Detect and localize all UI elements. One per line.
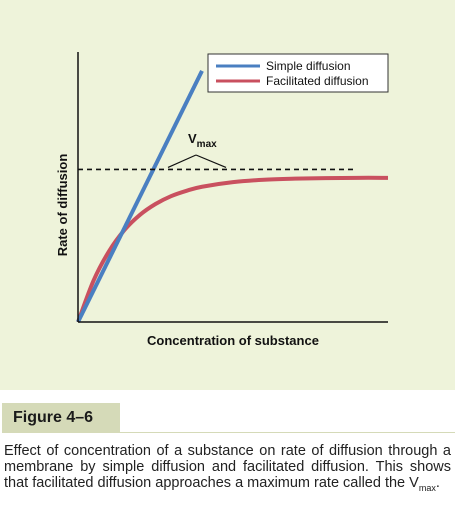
figure-label-bar: Figure 4–6	[0, 403, 455, 433]
x-axis-label: Concentration of substance	[147, 333, 319, 348]
caption-text: Effect of concentration of a substance o…	[4, 443, 451, 491]
caption-end: .	[435, 475, 440, 491]
annotation-layer	[78, 154, 356, 171]
legend: Simple diffusion Facilitated diffusion	[207, 53, 389, 93]
vmax-subscript: max	[197, 139, 217, 150]
figure-caption: Effect of concentration of a substance o…	[4, 443, 451, 496]
legend-label-facilitated-diffusion: Facilitated diffusion	[266, 74, 369, 88]
legend-box	[207, 53, 389, 93]
chart: Concentration of substance Rate of diffu…	[55, 52, 389, 348]
vmax-letter: V	[188, 131, 197, 146]
y-axis-label: Rate of diffusion	[55, 154, 70, 257]
vmax-annotation-label: Vmax	[188, 131, 217, 150]
series-layer	[76, 70, 389, 323]
series-line-facilitated-diffusion	[76, 175, 389, 323]
figure-label-rule	[120, 432, 455, 433]
figure-label: Figure 4–6	[2, 403, 120, 433]
legend-label-simple-diffusion: Simple diffusion	[266, 59, 351, 73]
vmax-callout-line-1	[167, 154, 197, 168]
caption-subscript: max	[418, 482, 436, 493]
vmax-callout-line-2	[195, 154, 227, 169]
series-line-simple-diffusion	[76, 70, 204, 323]
